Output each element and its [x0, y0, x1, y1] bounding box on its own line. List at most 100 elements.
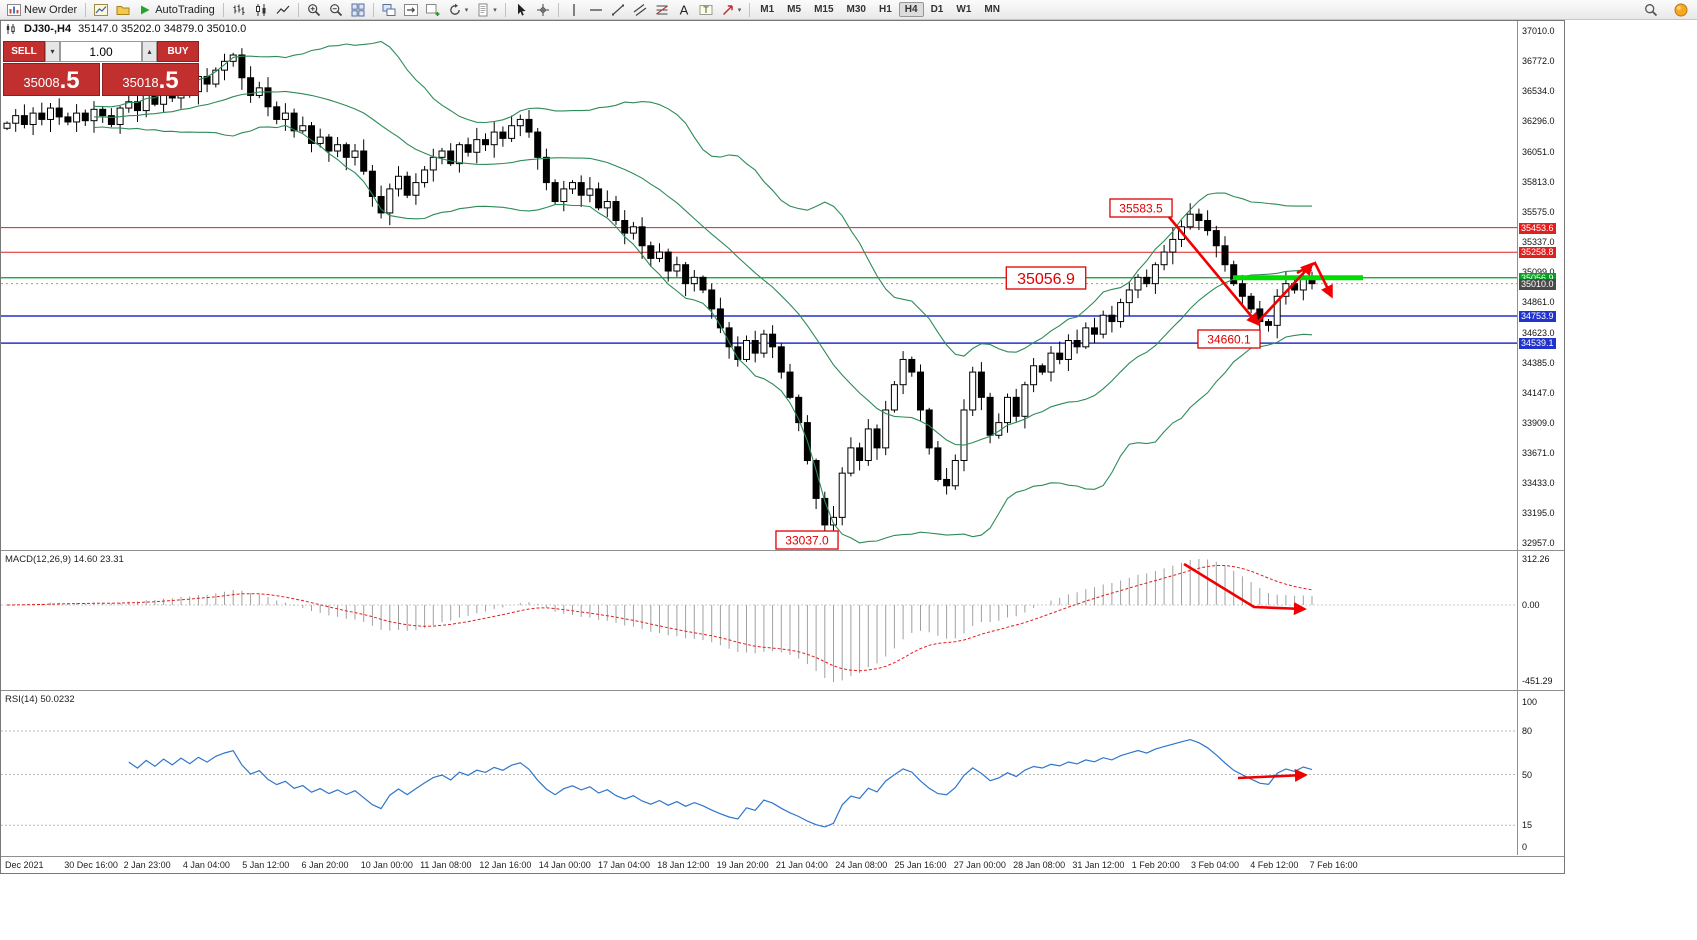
volume-input[interactable]	[60, 41, 142, 62]
autotrading-button[interactable]: AutoTrading	[134, 1, 219, 19]
zoom-out-button[interactable]	[325, 1, 347, 19]
buy-button[interactable]: BUY	[157, 41, 199, 62]
auto-arrange-button[interactable]	[378, 1, 400, 19]
price-annotation[interactable]: 35056.9	[1005, 266, 1087, 290]
timeframe-m5-button[interactable]: M5	[787, 4, 802, 15]
trend-arrow[interactable]	[1296, 261, 1333, 299]
macd-label: MACD(12,26,9) 14.60 23.31	[5, 554, 124, 565]
candlestick-chart-icon	[254, 3, 268, 17]
buy-price-button[interactable]: 35018.5	[102, 63, 199, 96]
timeframe-d1-button[interactable]: D1	[930, 4, 944, 15]
profiles-button[interactable]	[112, 1, 134, 19]
chart-shift-button[interactable]	[400, 1, 422, 19]
charts-button[interactable]	[90, 1, 112, 19]
time-axis[interactable]: Dec 2021 30 Dec 16:00 2 Jan 23:00 4 Jan 04:…	[1, 856, 1564, 873]
timeframe-h1-button[interactable]: H1	[878, 4, 892, 15]
price-annotation[interactable]: 35583.5	[1109, 198, 1173, 218]
horizontal-line-button[interactable]	[585, 1, 607, 19]
new-chart-button[interactable]	[422, 1, 444, 19]
panel-separator[interactable]	[1, 550, 1564, 551]
templates-button[interactable]: ▾	[472, 1, 501, 19]
volume-increase-button[interactable]: ▴	[142, 41, 157, 62]
time-tick: 14 Jan 00:00	[538, 860, 591, 870]
sell-price: 35008	[23, 75, 60, 90]
chart-window: 35583.5 35056.9 34660.1 33037.0 37010.0 3677…	[0, 20, 1565, 874]
price-tick: 35337.0	[1522, 237, 1555, 248]
sell-price-button[interactable]: 35008.5	[3, 63, 100, 96]
buy-price: 35018	[122, 75, 159, 90]
indicator-tick: 15	[1522, 820, 1533, 831]
timeframe-m30-button[interactable]: M30	[846, 4, 866, 15]
time-tick: 4 Jan 04:00	[182, 860, 230, 870]
new-order-button[interactable]: New Order	[3, 1, 81, 19]
svg-text:T: T	[703, 5, 709, 15]
volume-decrease-button[interactable]: ▾	[45, 41, 60, 62]
candlestick-chart-button[interactable]	[250, 1, 272, 19]
arrows-button[interactable]: ▾	[717, 1, 746, 19]
trendline-button[interactable]	[607, 1, 629, 19]
price-annotation[interactable]: 33037.0	[775, 530, 839, 550]
price-tag: 35453.6	[1519, 222, 1556, 234]
trend-arrow[interactable]	[1183, 562, 1307, 616]
trend-arrow[interactable]	[1237, 768, 1308, 782]
vertical-line-icon	[567, 3, 581, 17]
sell-button[interactable]: SELL	[3, 41, 45, 62]
price-axis[interactable]: 37010.0 36772.0 36534.0 36296.0 36051.0 35813…	[1517, 21, 1564, 550]
timeframe-m15-button[interactable]: M15	[814, 4, 834, 15]
price-tick: 32957.0	[1522, 538, 1555, 548]
toolbar-separator	[557, 2, 559, 17]
time-tick: 24 Jan 08:00	[835, 860, 888, 870]
horizontal-lines[interactable]	[1, 227, 1517, 344]
timeframe-w1-button[interactable]: W1	[956, 4, 972, 15]
bar-chart-button[interactable]	[228, 1, 250, 19]
price-tick: 36534.0	[1522, 86, 1555, 97]
price-tick: 33195.0	[1522, 507, 1555, 518]
bar-chart-icon	[232, 3, 246, 17]
rsi-panel[interactable]: 100 80 50 15 0 RSI(14) 50.0232	[1, 691, 1564, 855]
cycle-button[interactable]: ▾	[444, 1, 473, 19]
trend-arrow[interactable]	[1256, 262, 1314, 324]
price-chart[interactable]: 35583.5 35056.9 34660.1 33037.0	[1, 21, 1517, 550]
timeframe-h4-button[interactable]: H4	[898, 2, 924, 17]
channel-button[interactable]	[629, 1, 651, 19]
text-label-button[interactable]: T	[695, 1, 717, 19]
cursor-button[interactable]	[510, 1, 532, 19]
search-button[interactable]	[1640, 1, 1662, 19]
crosshair-button[interactable]	[532, 1, 554, 19]
macd-chart	[1, 559, 1517, 682]
time-tick: 1 Feb 20:00	[1131, 860, 1180, 870]
price-tag: 35056.9	[1519, 272, 1556, 284]
timeframe-m1-button[interactable]: M1	[760, 4, 775, 15]
mql5-community-button[interactable]	[1670, 1, 1692, 19]
candles	[3, 48, 1316, 538]
symbol-period: DJ30-,H4	[24, 23, 72, 35]
line-chart-button[interactable]	[272, 1, 294, 19]
toolbar-buttons: New Order AutoTrading ▾ ▾ A T ▾	[3, 1, 745, 19]
time-tick: 31 Jan 12:00	[1072, 860, 1125, 870]
dropdown-caret-icon: ▾	[464, 6, 469, 14]
line-chart-icon	[276, 3, 290, 17]
text-button[interactable]: A	[673, 1, 695, 19]
macd-panel[interactable]: 312.26 0.00 -451.29 MACD(12,26,9) 14.60 23…	[1, 551, 1564, 690]
trend-arrow[interactable]	[1167, 216, 1260, 327]
zoom-in-button[interactable]	[303, 1, 325, 19]
dropdown-caret-icon: ▾	[737, 6, 742, 14]
profiles-icon	[116, 3, 130, 17]
tile-windows-button[interactable]	[347, 1, 369, 19]
vertical-line-button[interactable]	[563, 1, 585, 19]
new-chart-icon	[425, 3, 440, 17]
macd-histogram	[15, 559, 1313, 682]
indicator-tick: 80	[1522, 726, 1533, 736]
timeframe-mn-button[interactable]: MN	[984, 4, 1000, 15]
fibonacci-button[interactable]	[651, 1, 673, 19]
price-annotation[interactable]: 34660.1	[1197, 329, 1261, 349]
toolbar-right	[1640, 1, 1694, 19]
price-tick: 34147.0	[1522, 387, 1555, 398]
cursor-icon	[514, 3, 528, 17]
panel-separator[interactable]	[1, 690, 1564, 691]
macd-axis[interactable]: 312.26 0.00 -451.29	[1517, 551, 1564, 690]
main-chart-panel[interactable]: 35583.5 35056.9 34660.1 33037.0 37010.0 3677…	[1, 21, 1564, 550]
price-tick: 35813.0	[1522, 177, 1555, 188]
svg-text:34660.1: 34660.1	[1207, 332, 1251, 346]
rsi-axis[interactable]: 100 80 50 15 0	[1517, 691, 1564, 855]
